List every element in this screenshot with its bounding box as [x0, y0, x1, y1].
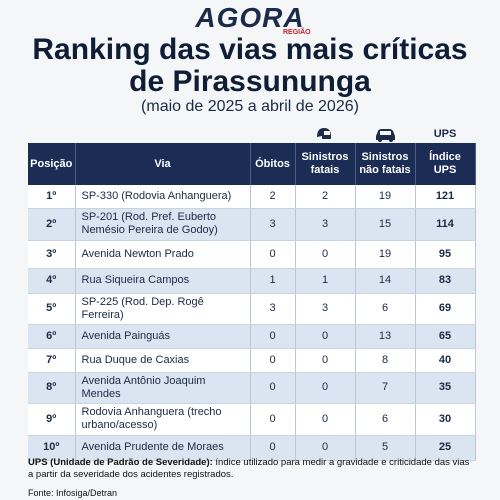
cell-num: 0: [250, 435, 296, 461]
cell-via: Rodovia Anhanguera (trecho urbano/acesso…: [75, 403, 251, 436]
cell-num: 15: [355, 208, 416, 241]
table-row: 8º Avenida Antônio Joaquim Mendes 0 0 7 35: [28, 372, 476, 404]
table-row: 7º Rua Duque de Caxias 0 0 8 40: [28, 348, 476, 373]
title: Ranking das vias mais críticas de Pirassu…: [0, 34, 500, 98]
column-header: Índice UPS: [415, 143, 476, 185]
table-row: 9º Rodovia Anhanguera (trecho urbano/aces…: [28, 403, 476, 436]
ups-top-label: UPS: [433, 128, 457, 140]
cell-pos: 5º: [28, 293, 76, 325]
footnote-term: UPS (Unidade de Padrão de Severidade):: [28, 457, 213, 468]
cell-num: 0: [295, 348, 356, 373]
cell-via: SP-330 (Rodovia Anhanguera): [75, 185, 251, 209]
column-header: Via: [75, 143, 251, 185]
cell-ups: 40: [415, 348, 476, 373]
logo-sub: REGIÃO: [283, 29, 311, 36]
cell-pos: 1º: [28, 185, 76, 209]
cell-num: 1: [250, 268, 296, 294]
cell-num: 8: [355, 348, 416, 373]
cell-num: 3: [250, 208, 296, 241]
cell-pos: 2º: [28, 208, 76, 241]
table-row: 4º Rua Siqueira Campos 1 1 14 83: [28, 268, 476, 294]
cell-num: 0: [295, 372, 356, 404]
cell-num: 0: [250, 403, 296, 436]
cell-num: 0: [250, 240, 296, 269]
table-row: 10º Avenida Prudente de Moraes 0 0 5 25: [28, 435, 476, 461]
cell-num: 0: [250, 324, 296, 349]
cell-pos: 10º: [28, 435, 76, 461]
column-header: Óbitos: [250, 143, 296, 185]
cell-num: 5: [355, 435, 416, 461]
cell-pos: 4º: [28, 268, 76, 294]
table-body: 1º SP-330 (Rodovia Anhanguera) 2 2 19 121 2º SP…: [28, 185, 476, 461]
cell-num: 0: [295, 403, 356, 436]
cell-num: 0: [295, 324, 356, 349]
table-row: 5º SP-225 (Rod. Dep. Rogê Ferreira) 3 3 6 69: [28, 293, 476, 325]
cell-num: 2: [250, 185, 296, 209]
cell-via: Avenida Prudente de Moraes: [75, 435, 251, 461]
cell-ups: 95: [415, 240, 476, 269]
title-line: de Pirassununga: [129, 65, 371, 98]
source: Fonte: Infosiga/Detran: [28, 488, 118, 498]
cell-num: 0: [250, 372, 296, 404]
cell-num: 2: [295, 185, 356, 209]
cell-num: 3: [295, 208, 356, 241]
cell-via: SP-201 (Rod. Pref. Euberto Nemésio Perei…: [75, 208, 251, 241]
cell-ups: 83: [415, 268, 476, 294]
cell-via: Avenida Antônio Joaquim Mendes: [75, 372, 251, 404]
logo-text: AGORA: [195, 2, 305, 33]
cell-ups: 114: [415, 208, 476, 241]
footnote-text: índice utilizado para medir a gravidade …: [28, 457, 470, 480]
cell-num: 1: [295, 268, 356, 294]
cell-pos: 7º: [28, 348, 76, 373]
cell-pos: 6º: [28, 324, 76, 349]
cell-via: Rua Siqueira Campos: [75, 268, 251, 294]
cell-pos: 3º: [28, 240, 76, 269]
cell-via: Avenida Newton Prado: [75, 240, 251, 269]
car-icon: [376, 129, 395, 142]
cell-pos: 9º: [28, 403, 76, 436]
cell-num: 19: [355, 185, 416, 209]
table-row: 2º SP-201 (Rod. Pref. Euberto Nemésio Per…: [28, 208, 476, 241]
cell-num: 19: [355, 240, 416, 269]
column-icons: [317, 128, 395, 142]
table-row: 1º SP-330 (Rodovia Anhanguera) 2 2 19 121: [28, 185, 476, 209]
cell-ups: 65: [415, 324, 476, 349]
cell-num: 3: [250, 293, 296, 325]
cell-ups: 25: [415, 435, 476, 461]
logo: AGORA REGIÃO: [0, 2, 500, 36]
cell-num: 7: [355, 372, 416, 404]
cell-num: 3: [295, 293, 356, 325]
cell-num: 13: [355, 324, 416, 349]
cell-ups: 69: [415, 293, 476, 325]
cell-num: 14: [355, 268, 416, 294]
helmet-icon: [317, 128, 331, 139]
cell-via: Rua Duque de Caxias: [75, 348, 251, 373]
footnote: UPS (Unidade de Padrão de Severidade): í…: [28, 457, 475, 481]
cell-num: 0: [250, 348, 296, 373]
cell-via: Avenida Painguás: [75, 324, 251, 349]
column-header: Sinistros não fatais: [355, 143, 416, 185]
cell-num: 6: [355, 293, 416, 325]
title-line: Ranking das vias mais críticas: [32, 33, 468, 66]
subtitle: (maio de 2025 a abril de 2026): [141, 98, 359, 115]
column-header: Posição: [28, 143, 76, 185]
cell-num: 0: [295, 435, 356, 461]
ranking-table: Posição Via Óbitos Sinistros fatais Sinistro…: [28, 143, 476, 461]
cell-ups: 121: [415, 185, 476, 209]
table-row: 3º Avenida Newton Prado 0 0 19 95: [28, 240, 476, 269]
column-header: Sinistros fatais: [295, 143, 356, 185]
cell-ups: 30: [415, 403, 476, 436]
cell-via: SP-225 (Rod. Dep. Rogê Ferreira): [75, 293, 251, 325]
cell-num: 0: [295, 240, 356, 269]
cell-ups: 35: [415, 372, 476, 404]
cell-num: 6: [355, 403, 416, 436]
cell-pos: 8º: [28, 372, 76, 404]
table-row: 6º Avenida Painguás 0 0 13 65: [28, 324, 476, 349]
header-row: Posição Via Óbitos Sinistros fatais Sinistro…: [28, 143, 476, 185]
